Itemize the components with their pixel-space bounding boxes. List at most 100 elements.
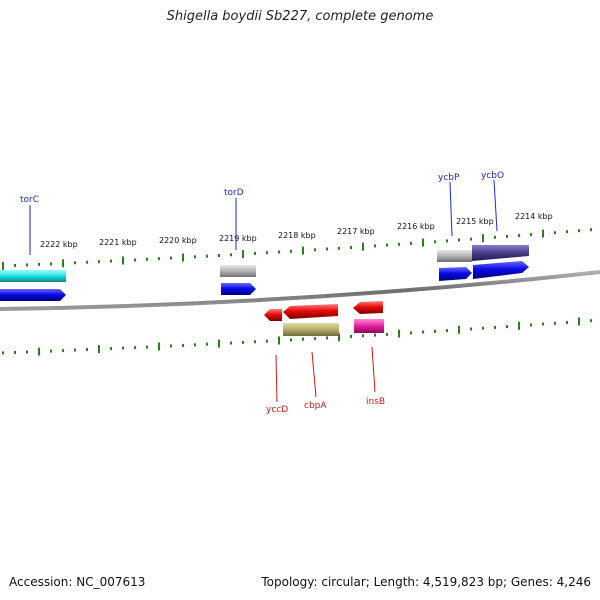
upper-tick-27 [326, 247, 328, 251]
leader-line-cbpA [311, 351, 317, 398]
leader-line-yccD [275, 354, 278, 403]
lower-tick-45 [542, 322, 544, 326]
upper-tick-3 [38, 262, 40, 266]
lower-tick-32 [386, 332, 388, 336]
lower-tick-16 [194, 343, 196, 347]
upper-tick-16 [194, 255, 196, 259]
lower-tick-1 [14, 351, 16, 354]
cds-arrow-ycbP[interactable] [439, 267, 472, 281]
lower-tick-20 [242, 340, 244, 344]
lower-tick-31 [374, 333, 376, 337]
upper-tick-45 [542, 229, 544, 238]
lower-tick-21 [254, 340, 256, 344]
upper-tick-39 [470, 237, 472, 241]
feature-gray-torD[interactable] [220, 265, 256, 277]
gene-label-cbpA[interactable]: cbpA [304, 401, 327, 411]
lower-tick-47 [566, 320, 568, 324]
lower-tick-41 [494, 325, 496, 329]
upper-tick-21 [254, 251, 256, 255]
lower-tick-37 [446, 329, 448, 333]
upper-tick-29 [350, 246, 352, 249]
upper-tick-32 [386, 243, 388, 247]
scale-label-2222: 2222 kbp [40, 240, 78, 249]
upper-scale-ticks [2, 228, 592, 270]
upper-tick-12 [146, 257, 148, 261]
lower-tick-39 [470, 327, 472, 331]
upper-tick-1 [14, 263, 16, 267]
upper-tick-10 [122, 256, 124, 265]
scale-label-2220: 2220 kbp [159, 236, 197, 245]
lower-tick-29 [350, 335, 352, 338]
leader-line-ycbP [449, 181, 453, 237]
lower-tick-22 [266, 339, 268, 343]
lower-tick-18 [218, 339, 220, 348]
feature-gray-ycbP[interactable] [437, 250, 472, 262]
upper-tick-30 [362, 242, 364, 251]
accession-text: Accession: NC_007613 [9, 575, 146, 589]
upper-tick-38 [458, 238, 460, 242]
scale-labels: 2222 kbp 2221 kbp 2220 kbp 2219 kbp 2218… [40, 212, 553, 249]
lower-tick-13 [158, 342, 160, 351]
lower-tick-46 [554, 321, 556, 325]
lower-tick-2 [26, 350, 28, 354]
upper-tick-11 [134, 258, 136, 262]
lower-tick-15 [182, 343, 184, 347]
gene-label-torD[interactable]: torD [224, 188, 244, 198]
lower-tick-48 [578, 317, 580, 326]
cds-arrow-torD[interactable] [221, 283, 256, 295]
feature-cyan-torC[interactable] [0, 270, 66, 282]
lower-scale-ticks [2, 317, 592, 356]
map-title: Shigella boydii Sb227, complete genome [166, 9, 434, 24]
scale-label-2218: 2218 kbp [278, 231, 316, 240]
feature-magenta-insB[interactable] [354, 319, 384, 333]
lower-tick-35 [422, 330, 424, 334]
feature-purple-ycbO[interactable] [472, 245, 529, 261]
cds-arrow-torC[interactable] [0, 289, 66, 301]
feature-olive-cbpA[interactable] [283, 323, 339, 336]
gene-label-insB[interactable]: insB [366, 397, 385, 407]
scale-label-2216: 2216 kbp [397, 222, 435, 231]
cds-arrow-yccD[interactable] [264, 309, 282, 321]
upper-tick-47 [566, 230, 568, 234]
leader-line-ycbO [493, 179, 498, 232]
upper-tick-31 [374, 244, 376, 248]
upper-tick-18 [218, 254, 220, 257]
cds-arrow-insB[interactable] [353, 301, 383, 314]
upper-tick-19 [230, 253, 232, 257]
upper-tick-20 [242, 250, 244, 259]
topology-text: Topology: circular; Length: 4,519,823 bp… [261, 575, 591, 589]
lower-tick-23 [278, 336, 280, 345]
bottom-gene-labels: yccD cbpA insB [266, 346, 385, 415]
scale-label-2219: 2219 kbp [219, 234, 257, 243]
lower-tick-36 [434, 329, 436, 333]
upper-tick-5 [62, 259, 64, 268]
upper-tick-8 [98, 260, 100, 264]
scale-label-2221: 2221 kbp [99, 238, 137, 247]
upper-tick-34 [410, 241, 412, 245]
cds-arrow-ycbO[interactable] [473, 261, 529, 279]
gene-label-torC[interactable]: torC [20, 195, 39, 205]
cds-arrow-cbpA[interactable] [283, 304, 338, 319]
lower-tick-30 [362, 334, 364, 338]
lower-tick-17 [206, 342, 208, 346]
upper-tick-4 [50, 262, 52, 266]
lower-tick-25 [302, 337, 304, 341]
top-gene-labels: torC torD ycbP ycbO [20, 171, 504, 255]
lower-tick-9 [110, 347, 112, 351]
gene-label-ycbP[interactable]: ycbP [438, 173, 460, 183]
lower-tick-7 [86, 348, 88, 352]
upper-tick-22 [266, 251, 268, 255]
upper-tick-15 [182, 253, 184, 262]
upper-tick-49 [590, 228, 592, 232]
upper-tick-25 [302, 246, 304, 255]
gene-label-yccD[interactable]: yccD [266, 405, 288, 415]
lower-tick-6 [74, 348, 76, 352]
upper-tick-24 [290, 249, 292, 253]
upper-tick-43 [518, 234, 520, 237]
upper-tick-48 [578, 229, 580, 233]
upper-tick-0 [2, 261, 4, 270]
upper-tick-14 [170, 256, 172, 260]
gene-label-ycbO[interactable]: ycbO [481, 171, 504, 181]
bottom-strand-features [264, 301, 384, 336]
